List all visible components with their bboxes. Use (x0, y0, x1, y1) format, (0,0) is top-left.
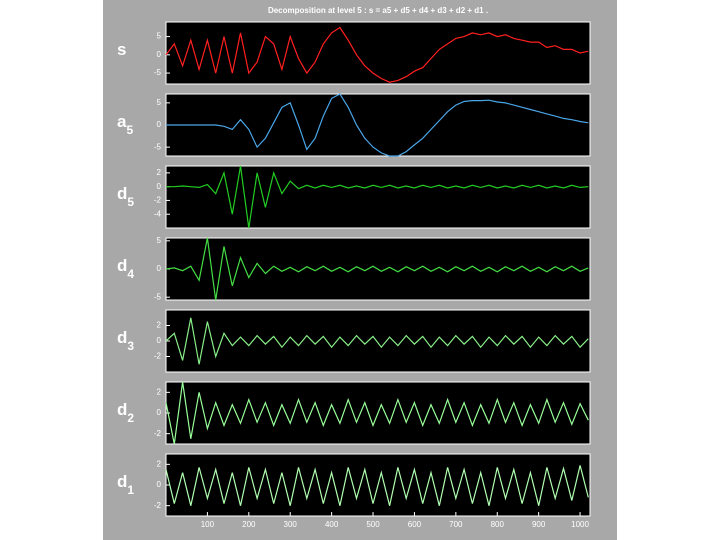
y-tick-label: -2 (154, 501, 162, 510)
x-tick-label: 600 (408, 520, 422, 529)
y-tick-label: 5 (157, 32, 162, 41)
y-tick-label: -2 (154, 429, 162, 438)
y-tick-label: -5 (154, 142, 162, 151)
x-tick-label: 400 (325, 520, 339, 529)
y-axis-label: a5 (117, 112, 133, 137)
y-tick-label: 5 (157, 98, 162, 107)
y-axis-label: s (117, 40, 126, 59)
x-tick-label: 1000 (571, 520, 589, 529)
y-axis-label-main: d (117, 472, 127, 491)
y-axis-label-subscript: 2 (127, 411, 134, 425)
y-axis-label: d5 (117, 184, 134, 209)
x-tick-label: 700 (449, 520, 463, 529)
y-tick-label: -2 (154, 196, 162, 205)
x-tick-label: 100 (201, 520, 215, 529)
y-axis-label: d2 (117, 400, 134, 425)
y-tick-label: 2 (157, 168, 162, 177)
x-tick-label: 300 (284, 520, 298, 529)
plot-area (165, 93, 591, 157)
signal-line (165, 237, 589, 301)
y-axis-label-subscript: 5 (126, 123, 133, 137)
y-tick-label: 0 (157, 50, 162, 59)
y-tick-label: -5 (154, 292, 162, 301)
y-axis-label: d4 (117, 256, 134, 281)
y-tick-label: 0 (157, 182, 162, 191)
x-tick-label: 900 (532, 520, 546, 529)
y-axis-label-subscript: 4 (127, 267, 134, 281)
plot-area (165, 21, 591, 85)
x-tick-label: 200 (242, 520, 256, 529)
y-tick-label: -5 (154, 68, 162, 77)
y-tick-label: -2 (154, 352, 162, 361)
x-tick-label: 500 (366, 520, 380, 529)
y-axis-label-main: d (117, 400, 127, 419)
signal-line (165, 465, 589, 506)
signal-line (166, 93, 589, 157)
y-axis-label-subscript: 5 (127, 195, 134, 209)
y-axis-label: d3 (117, 328, 134, 353)
y-tick-label: 2 (157, 321, 162, 330)
y-tick-label: 0 (157, 480, 162, 489)
y-tick-label: -4 (154, 209, 162, 218)
signal-line (166, 165, 589, 229)
signal-line (165, 317, 589, 365)
y-tick-label: 2 (157, 387, 162, 396)
y-axis-label-subscript: 1 (127, 483, 134, 497)
y-axis-label-main: d (117, 328, 127, 347)
y-axis-label-main: d (117, 256, 127, 275)
y-tick-label: 5 (157, 236, 162, 245)
y-axis-label: d1 (117, 472, 134, 497)
y-tick-label: 2 (157, 459, 162, 468)
y-axis-label-main: d (117, 184, 127, 203)
y-axis-label-main: a (117, 112, 127, 131)
y-tick-label: 0 (157, 264, 162, 273)
y-axis-label-main: s (117, 40, 126, 59)
y-tick-label: 0 (157, 336, 162, 345)
chart-title: Decomposition at level 5 : s = a5 + d5 +… (268, 6, 488, 15)
y-axis-label-subscript: 3 (127, 339, 134, 353)
x-tick-label: 800 (491, 520, 505, 529)
y-tick-label: 0 (157, 408, 162, 417)
plot-area (165, 165, 591, 229)
signal-line (165, 26, 589, 83)
signal-line (165, 381, 589, 445)
y-tick-label: 0 (157, 120, 162, 129)
